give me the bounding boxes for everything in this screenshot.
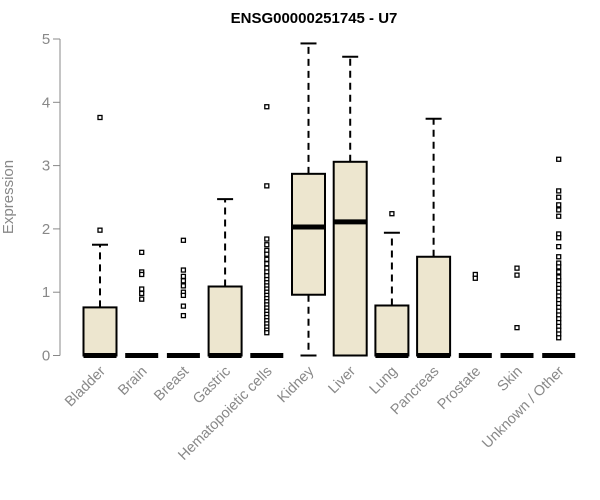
y-tick-label: 2	[42, 221, 50, 238]
outlier-point	[180, 283, 187, 289]
outlier-point	[180, 267, 187, 273]
outlier-point	[97, 114, 103, 121]
x-tick-label: Prostate	[435, 364, 484, 413]
iqr-box	[332, 160, 368, 357]
y-axis: 0 1 2 3 4 5	[42, 31, 61, 365]
outlier-point	[97, 227, 103, 233]
outlier-point	[556, 264, 562, 270]
outlier-point	[139, 249, 145, 255]
box-brain	[125, 249, 159, 358]
iqr-box	[207, 285, 243, 357]
outlier-point	[264, 104, 270, 110]
x-tick-label: Lung	[367, 364, 401, 398]
box-pancreas	[416, 117, 452, 358]
iqr-box	[374, 304, 410, 357]
box-prostate	[458, 271, 492, 358]
outlier-point	[180, 237, 187, 243]
outlier-point	[139, 290, 145, 297]
outlier-point	[514, 265, 520, 271]
box-gastric	[207, 198, 243, 358]
outlier-point	[556, 254, 562, 260]
x-tick-label: Brain	[115, 364, 150, 399]
outlier-point	[264, 330, 270, 336]
outlier-point	[264, 261, 270, 267]
y-axis-label: Expression	[0, 160, 17, 234]
outlier-point	[264, 256, 270, 262]
outlier-point	[556, 188, 562, 194]
box-bladder	[82, 114, 118, 358]
outlier-point	[556, 335, 562, 341]
x-tick-label: Kidney	[275, 363, 318, 406]
outlier-point	[556, 243, 562, 250]
y-tick-label: 0	[42, 348, 50, 365]
outlier-point	[180, 292, 187, 299]
outlier-point	[180, 312, 187, 319]
iqr-box	[291, 172, 326, 296]
outlier-point	[264, 251, 270, 257]
box-kidney	[291, 42, 326, 357]
outlier-point	[264, 183, 270, 189]
y-tick-label: 5	[42, 31, 50, 48]
outlier-point	[139, 296, 145, 302]
outlier-point	[139, 271, 145, 278]
box-unknown-other	[542, 156, 576, 358]
x-tick-label: Bladder	[62, 363, 109, 410]
outlier-point	[556, 202, 562, 208]
y-tick-label: 4	[42, 94, 50, 111]
outlier-point	[514, 272, 520, 278]
box-hematopoietic-cells	[250, 104, 284, 358]
outlier-point	[180, 278, 187, 284]
outlier-point	[472, 275, 478, 281]
outlier-point	[556, 235, 562, 241]
chart-title: ENSG00000251745 - U7	[231, 10, 398, 27]
outlier-point	[556, 213, 562, 219]
box-liver	[332, 55, 368, 357]
y-tick-label: 3	[42, 158, 50, 175]
outlier-point	[264, 236, 270, 242]
outlier-point	[180, 303, 187, 309]
iqr-box	[416, 255, 452, 357]
outlier-point	[389, 211, 395, 217]
x-tick-label: Breast	[151, 364, 192, 405]
outlier-point	[139, 286, 145, 292]
box-skin	[500, 265, 534, 358]
outlier-point	[556, 194, 562, 200]
y-tick-label: 1	[42, 284, 50, 301]
box-breast	[166, 237, 200, 358]
iqr-box	[82, 306, 118, 357]
x-tick-label: Skin	[495, 364, 526, 395]
boxes-layer	[82, 42, 576, 358]
outlier-point	[514, 324, 520, 331]
outlier-point	[180, 273, 187, 280]
x-tick-label: Liver	[325, 363, 359, 397]
outlier-point	[556, 269, 562, 275]
outlier-point	[556, 156, 562, 162]
outlier-point	[556, 207, 562, 213]
outlier-point	[264, 242, 270, 248]
box-lung	[374, 211, 410, 358]
